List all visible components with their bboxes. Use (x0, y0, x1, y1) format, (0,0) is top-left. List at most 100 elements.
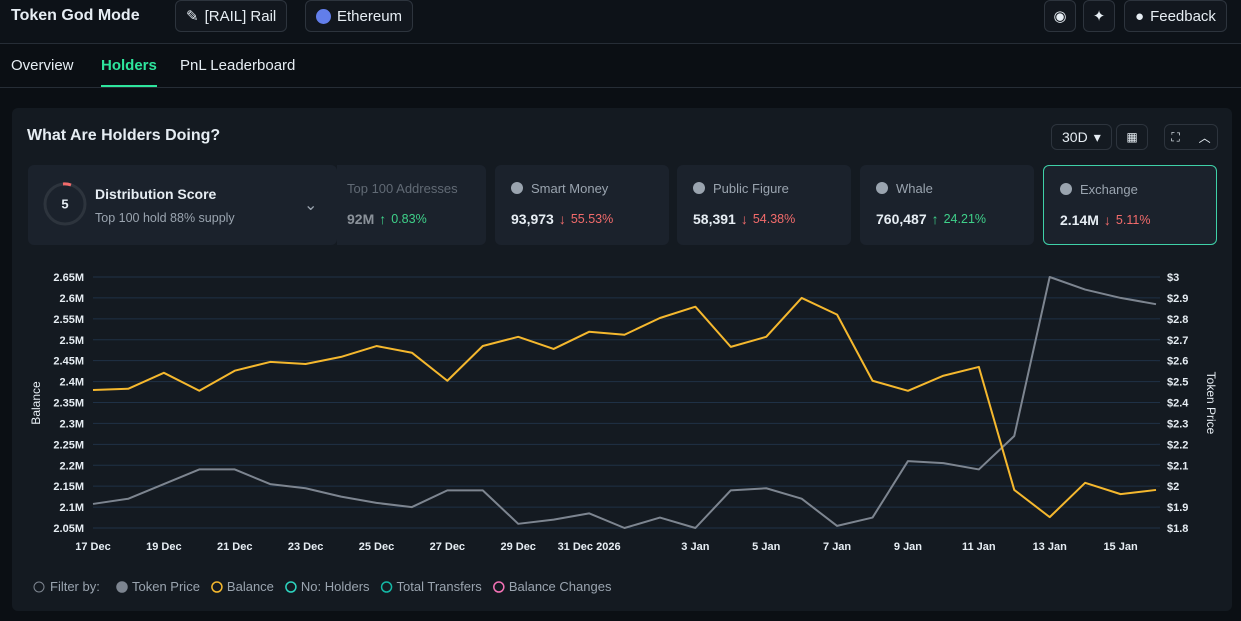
stat-change: 24.21% (943, 212, 987, 226)
panel-controls[interactable]: ⛶ ︿ (1164, 124, 1218, 150)
y2-tick-label: $2.2 (1167, 439, 1188, 451)
legend-label[interactable]: Balance (227, 579, 274, 594)
legend-label[interactable]: Token Price (132, 579, 200, 594)
distribution-subtitle: Top 100 hold 88% supply (95, 211, 235, 225)
legend-dot[interactable] (285, 581, 297, 593)
y-tick-label: 2.65M (53, 272, 84, 284)
y2-tick-label: $3 (1167, 272, 1179, 284)
token-button[interactable]: ✎ [RAIL] Rail (175, 0, 288, 32)
expand-icon: ⌄ (304, 197, 318, 214)
stat-card[interactable]: Top 100 Addresses 92M ↑ 0.83% (337, 165, 486, 245)
x-tick-label: 3 Jan (681, 541, 709, 553)
stat-icon (693, 182, 705, 194)
x-tick-label: 29 Dec (500, 541, 535, 553)
x-tick-label: 13 Jan (1033, 541, 1068, 553)
stat-label: Top 100 Addresses (347, 181, 458, 196)
stat-card[interactable]: Whale 760,487 ↑ 24.21% (860, 165, 1034, 245)
stat-change: 0.83% (391, 212, 427, 226)
y2-tick-label: $2.8 (1167, 314, 1188, 326)
stat-card[interactable]: Public Figure 58,391 ↓ 54.38% (677, 165, 851, 245)
stat-value: 760,487 ↑ 24.21% (876, 211, 986, 227)
period-select[interactable]: 30D ▾ (1051, 124, 1112, 150)
stat-label: Whale (896, 181, 933, 196)
chain-name: Ethereum (337, 7, 403, 25)
panel-title: What Are Holders Doing? (27, 127, 221, 144)
x-tick-label: 15 Jan (1103, 541, 1138, 553)
y-tick-label: 2.2M (60, 460, 84, 472)
x-tick-label: 23 Dec (288, 541, 323, 553)
stat-card[interactable]: Smart Money 93,973 ↓ 55.53% (495, 165, 669, 245)
y-tick-label: 2.15M (53, 481, 84, 493)
y2-tick-label: $2 (1167, 481, 1179, 493)
x-tick-label: 31 Dec 2026 (558, 541, 621, 553)
stat-number: 2.14M (1060, 212, 1099, 228)
legend-dot[interactable] (493, 581, 505, 593)
app-title: Token God Mode (11, 7, 140, 24)
stat-label: Exchange (1080, 182, 1138, 197)
x-tick-label: 5 Jan (752, 541, 780, 553)
stat-change: 55.53% (570, 212, 614, 226)
token-name: [RAIL] Rail (204, 7, 277, 25)
stat-number: 93,973 (511, 211, 554, 227)
distribution-card[interactable]: 5 Distribution Score Top 100 hold 88% su… (28, 165, 337, 245)
y2-tick-label: $2.9 (1167, 293, 1188, 305)
x-tick-label: 11 Jan (962, 541, 996, 553)
stat-number: 92M (347, 211, 375, 227)
x-tick-label: 27 Dec (430, 541, 465, 553)
stat-change: 54.38% (752, 212, 796, 226)
stat-value: 92M ↑ 0.83% (347, 211, 427, 227)
stat-card[interactable]: Exchange 2.14M ↓ 5.11% (1043, 165, 1217, 245)
y-tick-label: 2.25M (53, 439, 84, 451)
x-tick-label: 7 Jan (823, 541, 851, 553)
change-arrow: ↓ (740, 211, 748, 227)
chain-button[interactable]: Ethereum (305, 0, 414, 32)
tab[interactable]: PnL Leaderboard (180, 57, 296, 74)
period: 30D (1062, 129, 1088, 145)
score-gauge: 5 (43, 182, 87, 226)
y2-tick-label: $1.8 (1167, 523, 1188, 535)
y2-tick-label: $1.9 (1167, 502, 1188, 514)
distribution-title: Distribution Score (95, 186, 217, 202)
y-tick-label: 2.35M (53, 398, 84, 410)
y-tick-label: 2.4M (60, 377, 84, 389)
legend-label[interactable]: Balance Changes (509, 579, 612, 594)
change-arrow: ↑ (379, 211, 387, 227)
calendar-button[interactable]: ▦ (1116, 124, 1148, 150)
x-tick-label: 9 Jan (894, 541, 922, 553)
change-arrow: ↓ (1103, 212, 1111, 228)
stat-value: 58,391 ↓ 54.38% (693, 211, 795, 227)
y-tick-label: 2.6M (60, 293, 84, 305)
y2-tick-label: $2.5 (1167, 377, 1188, 389)
y2-tick-label: $2.3 (1167, 418, 1188, 430)
x-tick-label: 25 Dec (359, 541, 394, 553)
change-arrow: ↓ (558, 211, 566, 227)
stat-icon (876, 182, 888, 194)
y2-tick-label: $2.6 (1167, 356, 1188, 368)
change-arrow: ↑ (931, 211, 939, 227)
y-tick-label: 2.5M (60, 335, 84, 347)
y-tick-label: 2.45M (53, 356, 84, 368)
stat-number: 760,487 (876, 211, 927, 227)
feedback-button[interactable]: ● Feedback (1124, 0, 1227, 32)
legend-label[interactable]: Total Transfers (397, 579, 483, 594)
score: 5 (61, 196, 68, 211)
tab[interactable]: Overview (11, 57, 74, 74)
legend-label[interactable]: No: Holders (301, 579, 370, 594)
tab[interactable]: Holders (101, 57, 157, 87)
legend-dot[interactable] (116, 581, 128, 593)
x-tick-label: 17 Dec (75, 541, 110, 553)
info-icon (33, 581, 45, 593)
legend-dot[interactable] (380, 581, 393, 593)
watch-button[interactable]: ◉ (1044, 0, 1076, 32)
stat-label: Smart Money (531, 181, 609, 196)
stat-change: 5.11% (1115, 213, 1151, 227)
stat-number: 58,391 (693, 211, 736, 227)
pin-button[interactable]: ✦ (1083, 0, 1115, 32)
y-tick-label: 2.3M (60, 418, 84, 430)
legend-dot[interactable] (211, 581, 223, 593)
tabs-border (0, 87, 1241, 88)
x-tick-label: 19 Dec (146, 541, 181, 553)
stat-icon (1060, 183, 1072, 195)
